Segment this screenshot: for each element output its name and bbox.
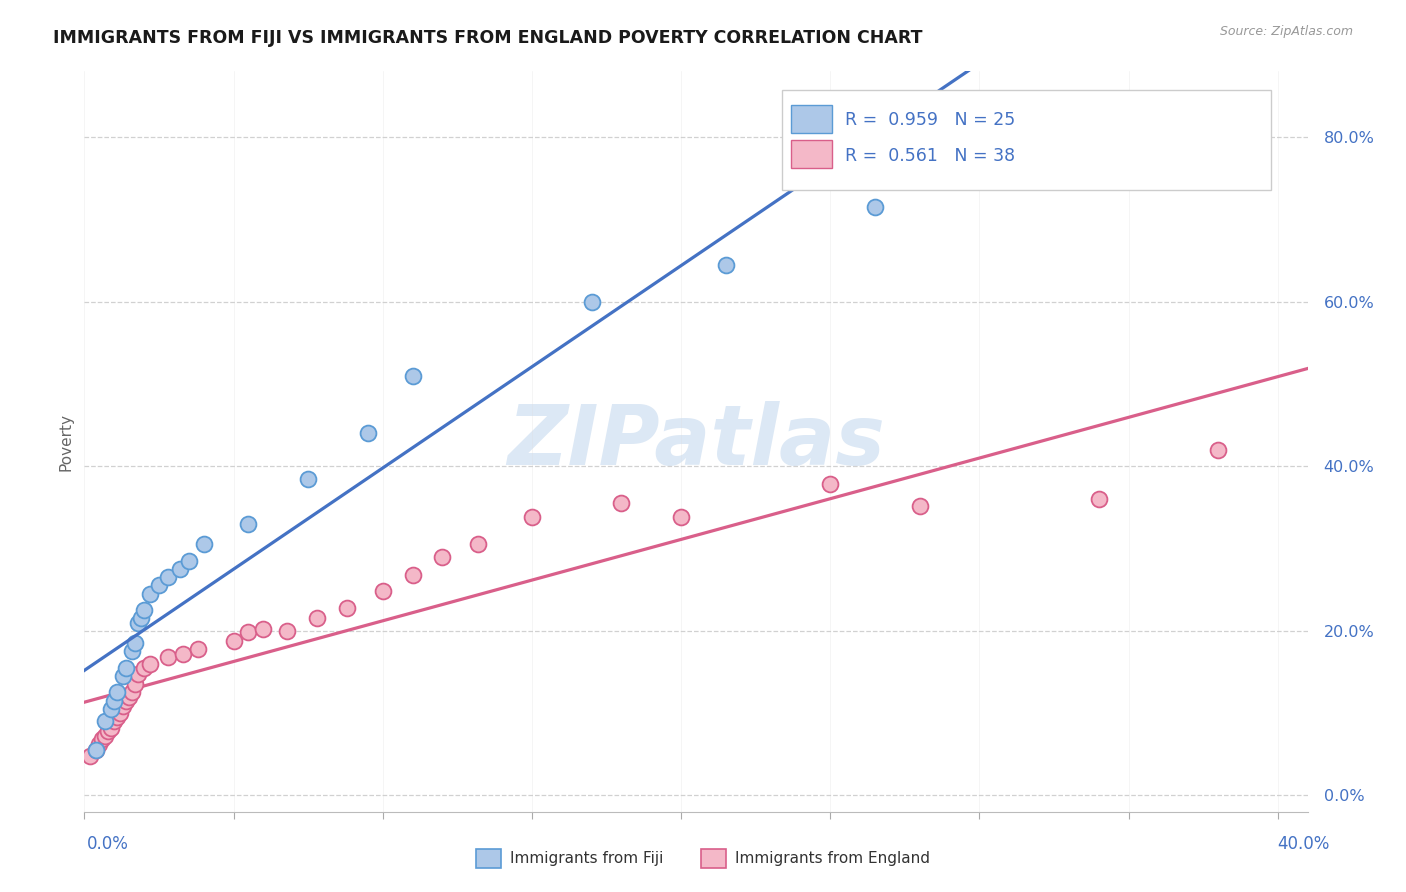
Point xyxy=(129,611,152,625)
Text: 40.0%: 40.0% xyxy=(1278,835,1330,853)
Point xyxy=(112,669,135,683)
Text: 0.0%: 0.0% xyxy=(87,835,129,853)
Point xyxy=(307,611,329,625)
Point xyxy=(863,200,886,214)
Point xyxy=(132,661,155,675)
Point xyxy=(127,615,149,630)
Point xyxy=(103,694,125,708)
Point xyxy=(238,625,260,640)
Text: IMMIGRANTS FROM FIJI VS IMMIGRANTS FROM ENGLAND POVERTY CORRELATION CHART: IMMIGRANTS FROM FIJI VS IMMIGRANTS FROM … xyxy=(53,29,922,46)
Point xyxy=(1087,492,1109,507)
Text: Source: ZipAtlas.com: Source: ZipAtlas.com xyxy=(1219,25,1353,38)
Point xyxy=(105,685,128,699)
Point xyxy=(467,537,489,551)
Point xyxy=(169,562,191,576)
Point xyxy=(105,710,128,724)
Legend: Immigrants from Fiji, Immigrants from England: Immigrants from Fiji, Immigrants from En… xyxy=(470,843,936,873)
Text: ZIPatlas: ZIPatlas xyxy=(508,401,884,482)
Point xyxy=(1206,442,1229,457)
Point xyxy=(79,748,101,763)
Point xyxy=(172,647,194,661)
Point xyxy=(156,570,179,584)
Point xyxy=(432,549,454,564)
Point xyxy=(115,661,138,675)
Point xyxy=(94,714,117,729)
Point xyxy=(103,714,125,729)
Point xyxy=(818,477,841,491)
Point xyxy=(581,294,603,309)
Point xyxy=(132,603,155,617)
Point xyxy=(112,699,135,714)
Point xyxy=(100,721,122,735)
Point xyxy=(139,657,162,671)
Point xyxy=(193,537,215,551)
Point xyxy=(177,554,200,568)
Point xyxy=(124,677,146,691)
Point xyxy=(124,636,146,650)
Point xyxy=(121,644,143,658)
Point xyxy=(297,471,319,485)
Point xyxy=(276,624,298,638)
Point xyxy=(127,666,149,681)
Point xyxy=(371,584,394,599)
Point xyxy=(238,516,260,531)
Point xyxy=(908,499,931,513)
Text: R =  0.959   N = 25: R = 0.959 N = 25 xyxy=(845,112,1015,129)
Point xyxy=(520,510,543,524)
Point xyxy=(118,690,141,704)
Point xyxy=(252,622,274,636)
Point xyxy=(115,694,138,708)
Point xyxy=(222,633,245,648)
Point xyxy=(714,258,737,272)
Point xyxy=(669,510,692,524)
Point xyxy=(610,496,633,510)
Point xyxy=(91,732,114,747)
Point xyxy=(357,426,380,441)
Point xyxy=(139,587,162,601)
Point xyxy=(89,737,111,751)
FancyBboxPatch shape xyxy=(792,104,832,133)
Point xyxy=(108,706,131,720)
Point xyxy=(84,743,107,757)
Point xyxy=(94,729,117,743)
Point xyxy=(156,650,179,665)
Point xyxy=(121,685,143,699)
Point xyxy=(100,702,122,716)
Point xyxy=(401,368,423,383)
Point xyxy=(97,724,120,739)
Point xyxy=(187,641,209,656)
Point xyxy=(401,567,423,582)
FancyBboxPatch shape xyxy=(792,140,832,169)
FancyBboxPatch shape xyxy=(782,90,1271,190)
Point xyxy=(148,578,170,592)
Y-axis label: Poverty: Poverty xyxy=(58,412,73,471)
Point xyxy=(336,600,359,615)
Point xyxy=(84,743,107,757)
Text: R =  0.561   N = 38: R = 0.561 N = 38 xyxy=(845,147,1015,165)
